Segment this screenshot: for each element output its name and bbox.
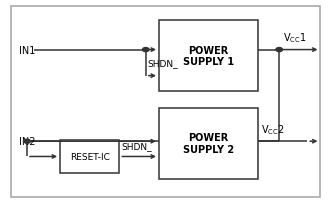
Bar bbox=[159, 108, 258, 179]
Text: V$_{\mathregular{CC}}$1: V$_{\mathregular{CC}}$1 bbox=[283, 32, 307, 45]
Circle shape bbox=[276, 48, 283, 52]
Text: POWER
SUPPLY 2: POWER SUPPLY 2 bbox=[183, 133, 234, 154]
Text: RESET-IC: RESET-IC bbox=[70, 152, 110, 161]
Circle shape bbox=[142, 48, 149, 52]
Bar bbox=[159, 21, 258, 92]
Text: IN2: IN2 bbox=[19, 136, 35, 146]
Text: V$_{\mathregular{CC}}$2: V$_{\mathregular{CC}}$2 bbox=[261, 123, 285, 136]
Text: POWER
SUPPLY 1: POWER SUPPLY 1 bbox=[183, 46, 234, 67]
Circle shape bbox=[24, 140, 30, 144]
Text: SHDN_: SHDN_ bbox=[147, 59, 178, 68]
Bar bbox=[60, 141, 119, 173]
Text: SHDN_: SHDN_ bbox=[121, 142, 152, 151]
Text: IN1: IN1 bbox=[19, 45, 35, 55]
